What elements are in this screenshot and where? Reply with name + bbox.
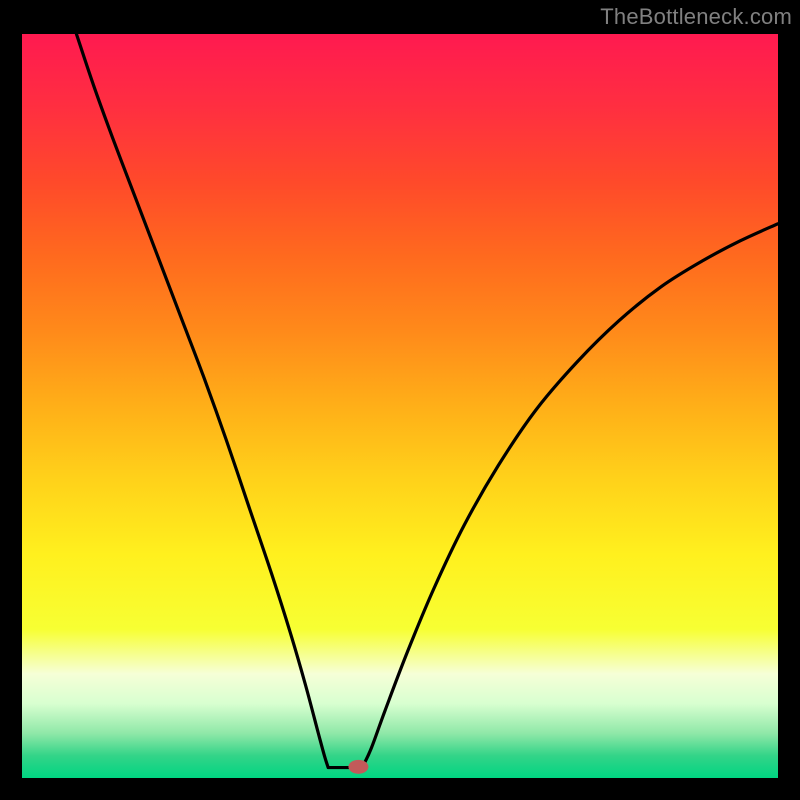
- current-config-marker: [348, 760, 368, 774]
- attribution-text: TheBottleneck.com: [600, 4, 792, 30]
- chart-background: [22, 34, 778, 778]
- bottleneck-chart: [22, 34, 778, 778]
